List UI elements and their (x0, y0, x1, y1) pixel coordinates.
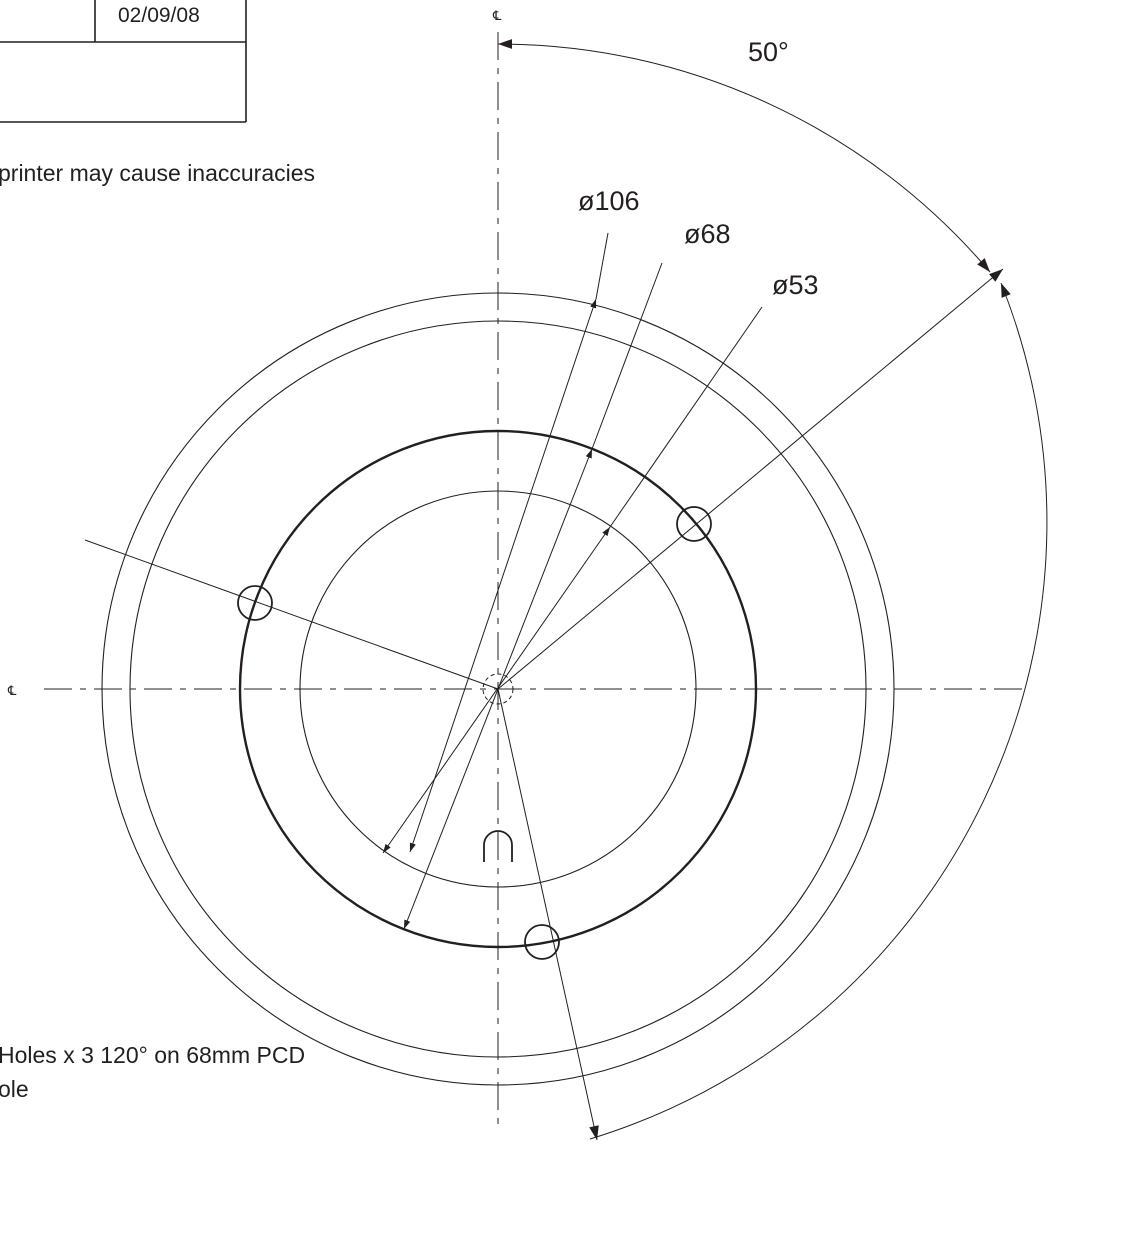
dim-106-leader (595, 232, 609, 300)
angle-arc-upper (497, 39, 991, 273)
dim-106-line (409, 298, 597, 853)
dim-53-line (382, 526, 611, 854)
mounting-hole (676, 506, 712, 542)
angle-dimension (497, 39, 1048, 1140)
printer-warning-note: printer may cause inaccuracies (0, 160, 315, 186)
inner-diameter-label: ø53 (772, 270, 819, 300)
holes-note-line2: ole (0, 1076, 29, 1102)
title-block-date: 02/09/08 (118, 4, 200, 27)
title-block: 02/09/08 (0, 0, 247, 123)
outer-circle-106 (101, 292, 895, 1086)
centerline-symbol-left: ℄ (7, 683, 17, 698)
angle-arc-lower (589, 282, 1048, 1140)
outer-diameter-label: ø106 (578, 186, 640, 216)
dim-68-leader (591, 262, 663, 450)
dim-53-leader (609, 306, 763, 528)
holes-note-line1: Holes x 3 120° on 68mm PCD (0, 1042, 305, 1068)
pcd-diameter-label: ø68 (684, 219, 731, 249)
diameter-dimensions (382, 232, 763, 930)
centerline-symbol-top: ℄ (492, 8, 502, 23)
mounting-holes (237, 506, 712, 960)
angle-label: 50° (748, 37, 789, 67)
mounting-hole (237, 585, 273, 621)
